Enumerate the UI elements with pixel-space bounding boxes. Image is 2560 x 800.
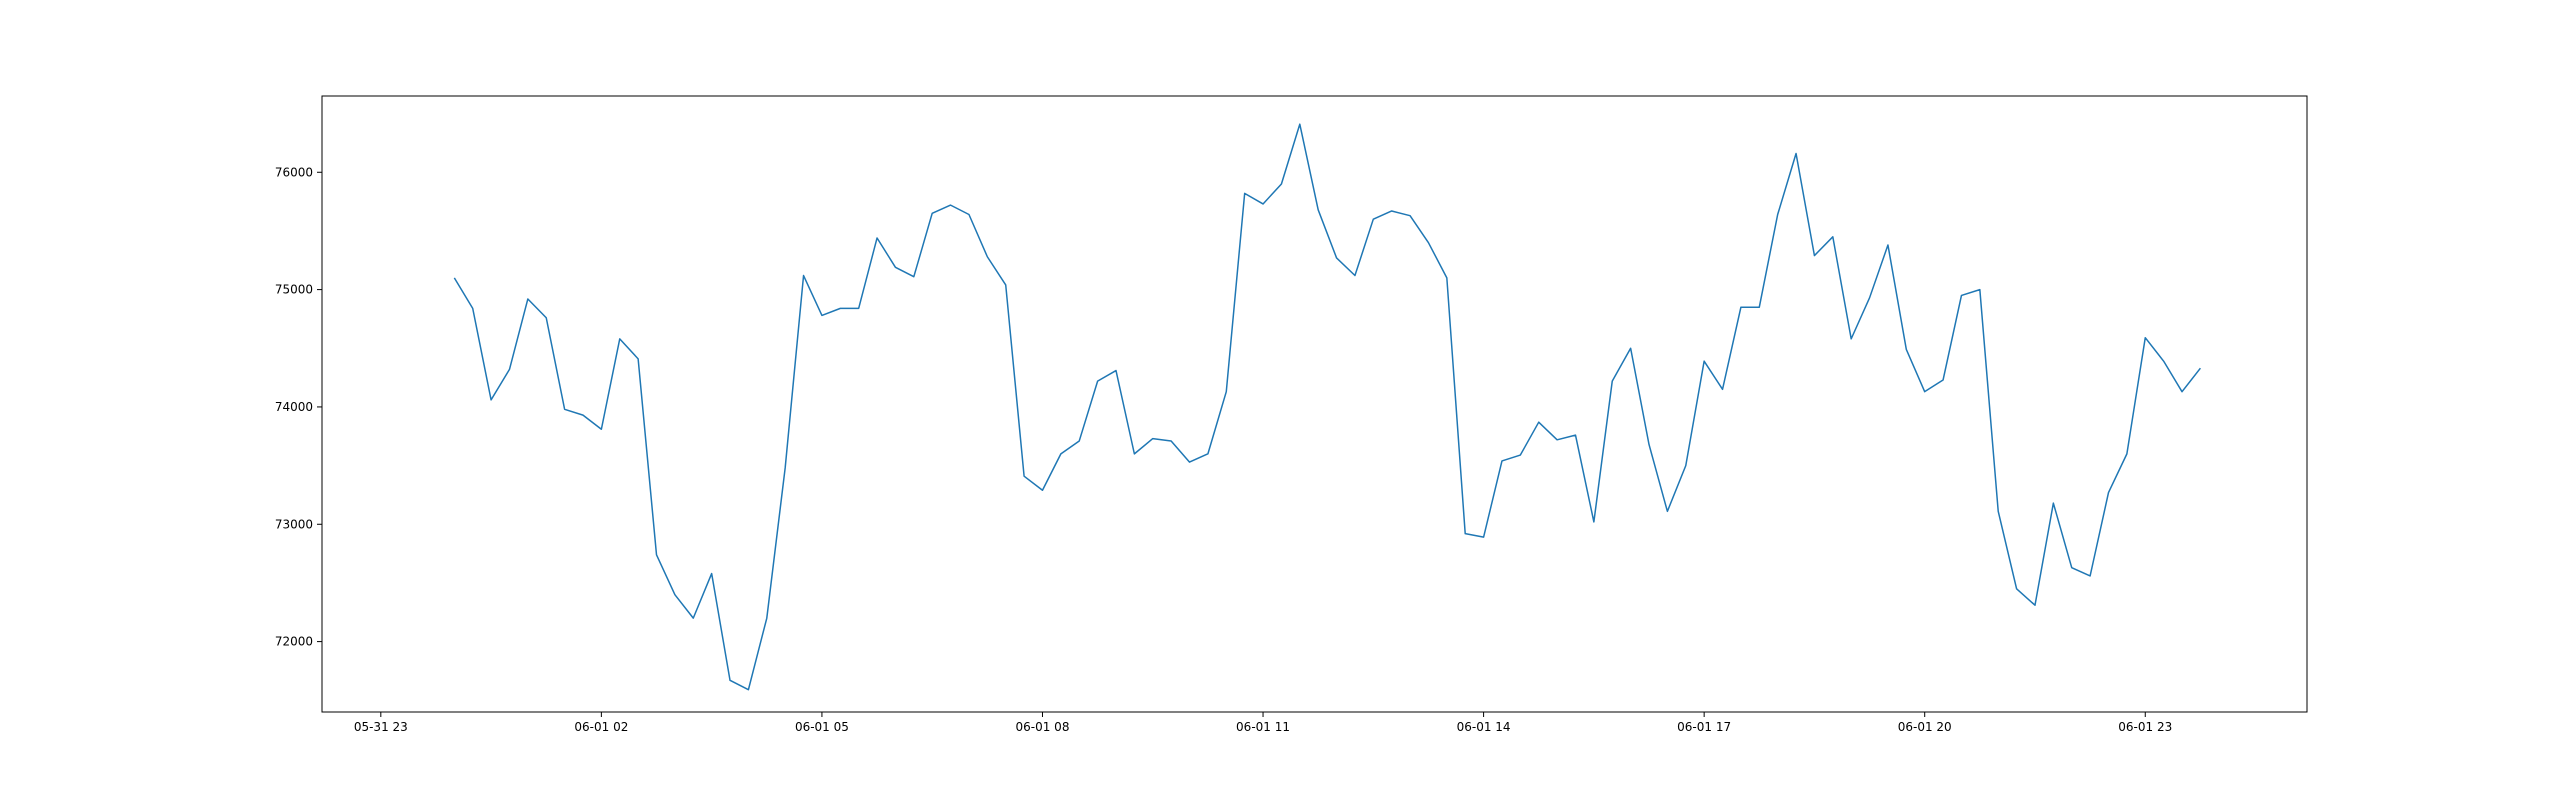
- y-tick-label: 72000: [275, 635, 313, 649]
- y-tick-label: 73000: [275, 517, 313, 531]
- x-tick-label: 06-01 20: [1898, 720, 1952, 734]
- x-tick-label: 06-01 08: [1016, 720, 1070, 734]
- y-tick-label: 75000: [275, 283, 313, 297]
- x-tick-label: 06-01 11: [1236, 720, 1290, 734]
- x-tick-label: 05-31 23: [354, 720, 408, 734]
- y-axis: 72000 73000 74000 75000 76000: [275, 165, 322, 649]
- x-tick-label: 06-01 17: [1677, 720, 1731, 734]
- x-tick-label: 06-01 02: [574, 720, 628, 734]
- plot-area-frame: [321, 95, 2308, 713]
- y-tick-label: 76000: [275, 165, 313, 179]
- x-tick-label: 06-01 23: [2118, 720, 2172, 734]
- x-tick-label: 06-01 05: [795, 720, 849, 734]
- x-tick-label: 06-01 14: [1457, 720, 1511, 734]
- data-series-line: [453, 123, 2201, 691]
- y-tick-label: 74000: [275, 400, 313, 414]
- x-axis: 05-31 23 06-01 02 06-01 05 06-01 08 06-01 11…: [354, 712, 2172, 734]
